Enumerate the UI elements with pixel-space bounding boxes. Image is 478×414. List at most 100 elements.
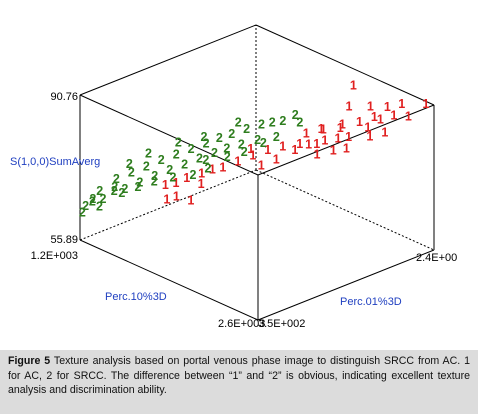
- point-1: 1: [350, 79, 357, 93]
- point-1: 1: [291, 143, 298, 157]
- point-2: 2: [296, 115, 303, 129]
- point-1: 1: [234, 155, 241, 169]
- point-2: 2: [224, 150, 231, 164]
- point-2: 2: [260, 136, 267, 150]
- y-axis-label: Perc.01%3D: [340, 296, 402, 308]
- point-2: 2: [89, 194, 96, 208]
- point-2: 2: [241, 145, 248, 159]
- point-2: 2: [254, 133, 261, 147]
- point-1: 1: [173, 176, 180, 190]
- point-2: 2: [238, 137, 245, 151]
- box-edge: [79, 94, 259, 176]
- point-2: 2: [269, 115, 276, 129]
- point-1: 1: [345, 130, 352, 144]
- point-1: 1: [405, 110, 412, 124]
- box-edge: [255, 24, 435, 106]
- box-hidden-edge: [255, 169, 435, 251]
- point-2: 2: [89, 192, 96, 206]
- z-min-tick-label: 55.89: [50, 234, 78, 246]
- point-1: 1: [198, 177, 205, 191]
- y-max-tick-label: 2.4E+00: [416, 252, 457, 264]
- point-2: 2: [128, 166, 135, 180]
- point-1: 1: [381, 126, 388, 140]
- point-1: 1: [219, 160, 226, 174]
- point-2: 2: [202, 153, 209, 167]
- point-2: 2: [126, 157, 133, 171]
- point-2: 2: [228, 127, 235, 141]
- point-2: 2: [243, 122, 250, 136]
- x-axis-label: Perc.10%3D: [105, 291, 167, 303]
- point-2: 2: [211, 146, 218, 160]
- point-1: 1: [318, 122, 325, 136]
- box-edge: [79, 24, 257, 96]
- point-2: 2: [292, 108, 299, 122]
- point-1: 1: [320, 123, 327, 137]
- point-1: 1: [209, 162, 216, 176]
- point-1: 1: [173, 190, 180, 204]
- point-1: 1: [364, 121, 371, 135]
- point-1: 1: [247, 142, 254, 156]
- point-1: 1: [296, 137, 303, 151]
- axis-labels: 90.76 55.89 S(1,0,0)SumAverg 1.2E+003 2.6E+0…: [10, 91, 457, 330]
- point-2: 2: [173, 147, 180, 161]
- point-2: 2: [151, 169, 158, 183]
- point-1: 1: [367, 99, 374, 113]
- point-1: 1: [339, 118, 346, 132]
- point-1: 1: [187, 193, 194, 207]
- point-1: 1: [183, 171, 190, 185]
- caption-label: Figure 5: [8, 355, 51, 367]
- point-2: 2: [113, 172, 120, 186]
- point-2: 2: [100, 192, 107, 206]
- point-2: 2: [79, 205, 86, 219]
- point-2: 2: [188, 142, 195, 156]
- point-2: 2: [158, 153, 165, 167]
- point-2: 2: [203, 136, 210, 150]
- z-axis-label: S(1,0,0)SumAverg: [10, 156, 100, 168]
- point-2: 2: [135, 180, 142, 194]
- point-1: 1: [249, 149, 256, 163]
- point-1: 1: [343, 142, 350, 156]
- point-2: 2: [118, 186, 125, 200]
- point-1: 1: [371, 110, 378, 124]
- point-1: 1: [258, 159, 265, 173]
- point-1: 1: [198, 166, 205, 180]
- x-min-tick-label: 1.2E+003: [31, 250, 78, 262]
- point-2: 2: [96, 184, 103, 198]
- point-1: 1: [273, 153, 280, 167]
- point-2: 2: [216, 131, 223, 145]
- box-edge: [257, 104, 435, 176]
- z-max-tick-label: 90.76: [50, 91, 78, 103]
- plot-box: [79, 24, 435, 321]
- point-2: 2: [190, 168, 197, 182]
- point-2: 2: [273, 130, 280, 144]
- point-2: 2: [258, 117, 265, 131]
- point-1: 1: [335, 131, 342, 145]
- point-1: 1: [321, 134, 328, 148]
- point-1: 1: [422, 97, 429, 111]
- point-1: 1: [313, 137, 320, 151]
- point-2: 2: [151, 174, 158, 188]
- point-1: 1: [305, 137, 312, 151]
- point-2: 2: [143, 159, 150, 173]
- point-2: 2: [170, 171, 177, 185]
- point-2: 2: [136, 176, 143, 190]
- point-1: 1: [303, 127, 310, 141]
- point-1: 1: [314, 147, 321, 161]
- point-2: 2: [205, 162, 212, 176]
- point-2: 2: [145, 146, 152, 160]
- y-min-tick-label: 3.5E+002: [258, 318, 305, 330]
- point-2: 2: [235, 116, 242, 130]
- box-edge: [257, 249, 435, 321]
- point-2: 2: [181, 157, 188, 171]
- point-2: 2: [111, 184, 118, 198]
- point-1: 1: [366, 129, 373, 143]
- point-2: 2: [175, 135, 182, 149]
- point-1: 1: [398, 97, 405, 111]
- point-1: 1: [377, 112, 384, 126]
- caption-text: Texture analysis based on portal venous …: [8, 355, 470, 396]
- point-1: 1: [163, 193, 170, 207]
- point-2: 2: [166, 163, 173, 177]
- point-1: 1: [330, 144, 337, 158]
